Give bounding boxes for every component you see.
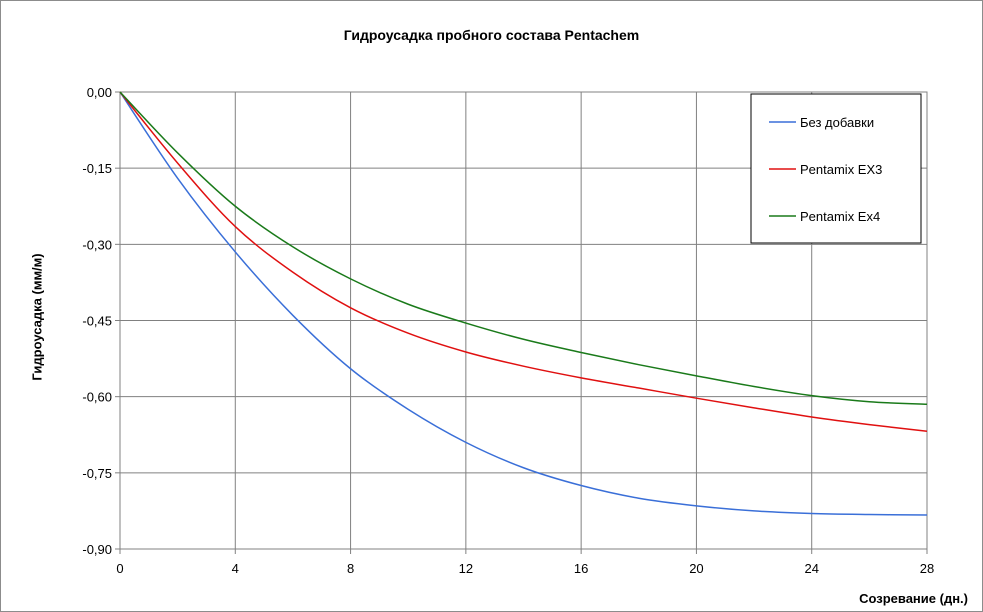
x-tick-label: 20 bbox=[689, 561, 703, 576]
y-tick-label: -0,90 bbox=[82, 542, 112, 557]
y-tick-label: -0,30 bbox=[82, 237, 112, 252]
y-tick-label: -0,45 bbox=[82, 314, 112, 329]
x-tick-label: 16 bbox=[574, 561, 588, 576]
x-tick-label: 12 bbox=[459, 561, 473, 576]
x-tick-label: 24 bbox=[804, 561, 818, 576]
legend-label: Pentamix EX3 bbox=[800, 162, 882, 177]
x-tick-label: 28 bbox=[920, 561, 934, 576]
chart-title: Гидроусадка пробного состава Pentachem bbox=[343, 27, 640, 43]
series-line-3 bbox=[119, 91, 928, 406]
legend-label: Pentamix Ex4 bbox=[800, 209, 880, 224]
x-tick-label: 4 bbox=[232, 561, 239, 576]
y-tick-label: -0,15 bbox=[82, 161, 112, 176]
x-axis-label: Созревание (дн.) bbox=[859, 591, 968, 606]
series-line-1 bbox=[119, 91, 928, 516]
x-tick-label: 8 bbox=[347, 561, 354, 576]
legend-label: Без добавки bbox=[800, 115, 874, 130]
x-tick-label: 0 bbox=[116, 561, 123, 576]
y-axis-label: Гидроусадка (мм/м) bbox=[29, 253, 45, 381]
y-tick-label: 0,00 bbox=[87, 85, 112, 100]
y-tick-label: -0,75 bbox=[82, 466, 112, 481]
series-line-2 bbox=[119, 91, 928, 432]
y-tick-label: -0,60 bbox=[82, 390, 112, 405]
